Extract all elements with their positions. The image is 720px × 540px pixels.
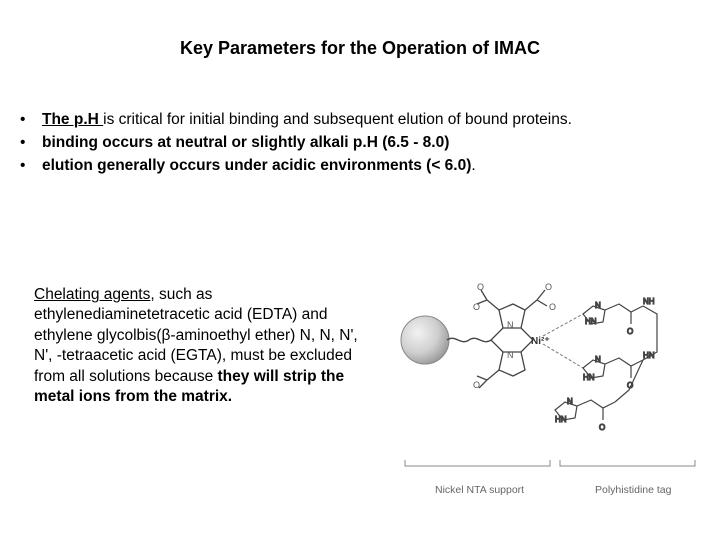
atom-label: O xyxy=(477,282,484,292)
his-group: N HN O NH N HN O HN N HN O xyxy=(555,297,657,432)
molecule-figure: O O O O O N N Ni²⁺ N HN O NH N HN xyxy=(395,260,705,490)
bullet-emphasis: The p.H xyxy=(42,111,103,128)
bullet-trail: . xyxy=(471,157,475,174)
atom-label: N xyxy=(567,397,573,406)
atom-label: NH xyxy=(643,297,655,306)
atom-label: O xyxy=(473,380,480,390)
bullet-item: • elution generally occurs under acidic … xyxy=(18,156,700,177)
atom-label: HN xyxy=(585,317,597,326)
linker-line xyxy=(447,338,491,341)
atom-label: O xyxy=(549,302,556,312)
bracket-left xyxy=(405,460,550,466)
ni-label: Ni²⁺ xyxy=(531,336,550,347)
para-lead: Chelating agents xyxy=(34,286,150,303)
bullet-bold: elution generally occurs under acidic en… xyxy=(42,157,471,174)
bullet-marker: • xyxy=(18,133,42,154)
atom-label: O xyxy=(627,327,633,336)
atom-label: N xyxy=(595,355,601,364)
bullet-text: elution generally occurs under acidic en… xyxy=(42,156,700,177)
atom-label: O xyxy=(545,282,552,292)
atom-label: O xyxy=(473,302,480,312)
atom-label: HN xyxy=(583,373,595,382)
paragraph: Chelating agents, such as ethylenediamin… xyxy=(34,285,364,408)
bullet-text: The p.H is critical for initial binding … xyxy=(42,110,700,131)
atom-label: O xyxy=(599,423,605,432)
bullet-item: • The p.H is critical for initial bindin… xyxy=(18,110,700,131)
bullet-text: binding occurs at neutral or slightly al… xyxy=(42,133,700,154)
bullet-marker: • xyxy=(18,156,42,177)
atom-label: N xyxy=(507,320,514,330)
molecule-svg: O O O O O N N Ni²⁺ N HN O NH N HN xyxy=(395,260,705,490)
bullet-item: • binding occurs at neutral or slightly … xyxy=(18,133,700,154)
bullet-marker: • xyxy=(18,110,42,131)
atom-label: N xyxy=(507,350,514,360)
caption-left: Nickel NTA support xyxy=(435,484,524,496)
slide-title: Key Parameters for the Operation of IMAC xyxy=(0,38,720,59)
bullet-list: • The p.H is critical for initial bindin… xyxy=(18,110,700,179)
bead-icon xyxy=(401,316,449,364)
bracket-right xyxy=(560,460,695,466)
atom-label: HN xyxy=(555,415,567,424)
bullet-rest: is critical for initial binding and subs… xyxy=(103,111,572,128)
atom-label: N xyxy=(595,301,601,310)
caption-right: Polyhistidine tag xyxy=(595,484,671,496)
